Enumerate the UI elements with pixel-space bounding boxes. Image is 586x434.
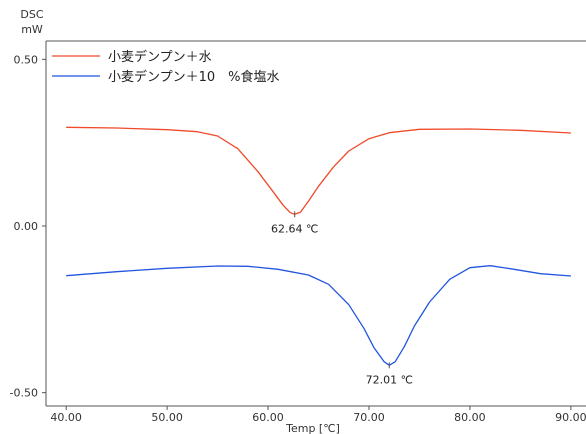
x-tick-label: 40.00 [50, 411, 82, 424]
y-axis-label: DSC [20, 8, 43, 21]
ticks-group: 40.00 50.00 60.00 70.00 80.00 90.00 0.50 0.00 -0… [10, 53, 586, 424]
y-tick-label: -0.50 [10, 387, 38, 400]
x-tick-label: 60.00 [252, 411, 284, 424]
x-tick-label: 50.00 [151, 411, 183, 424]
legend-label-1: 小麦デンプン＋水 [108, 49, 212, 65]
y-tick-label: 0.00 [14, 220, 39, 233]
peak-annotation: 72.01 ℃ [366, 373, 413, 386]
series-line-1 [66, 127, 571, 214]
x-tick-label: 90.00 [555, 411, 586, 424]
series-line-2 [66, 266, 571, 366]
annotations-group: 62.64 ℃ 72.01 ℃ [271, 211, 413, 386]
peak-annotation: 62.64 ℃ [271, 222, 318, 235]
x-axis-label: Temp [℃] [285, 422, 340, 434]
legend-label-2: 小麦デンプン＋10 %食塩水 [108, 69, 280, 85]
y-axis-unit: mW [21, 23, 43, 36]
x-tick-label: 70.00 [353, 411, 385, 424]
x-tick-label: 80.00 [454, 411, 486, 424]
series-group [66, 127, 571, 365]
y-tick-label: 0.50 [14, 53, 39, 66]
